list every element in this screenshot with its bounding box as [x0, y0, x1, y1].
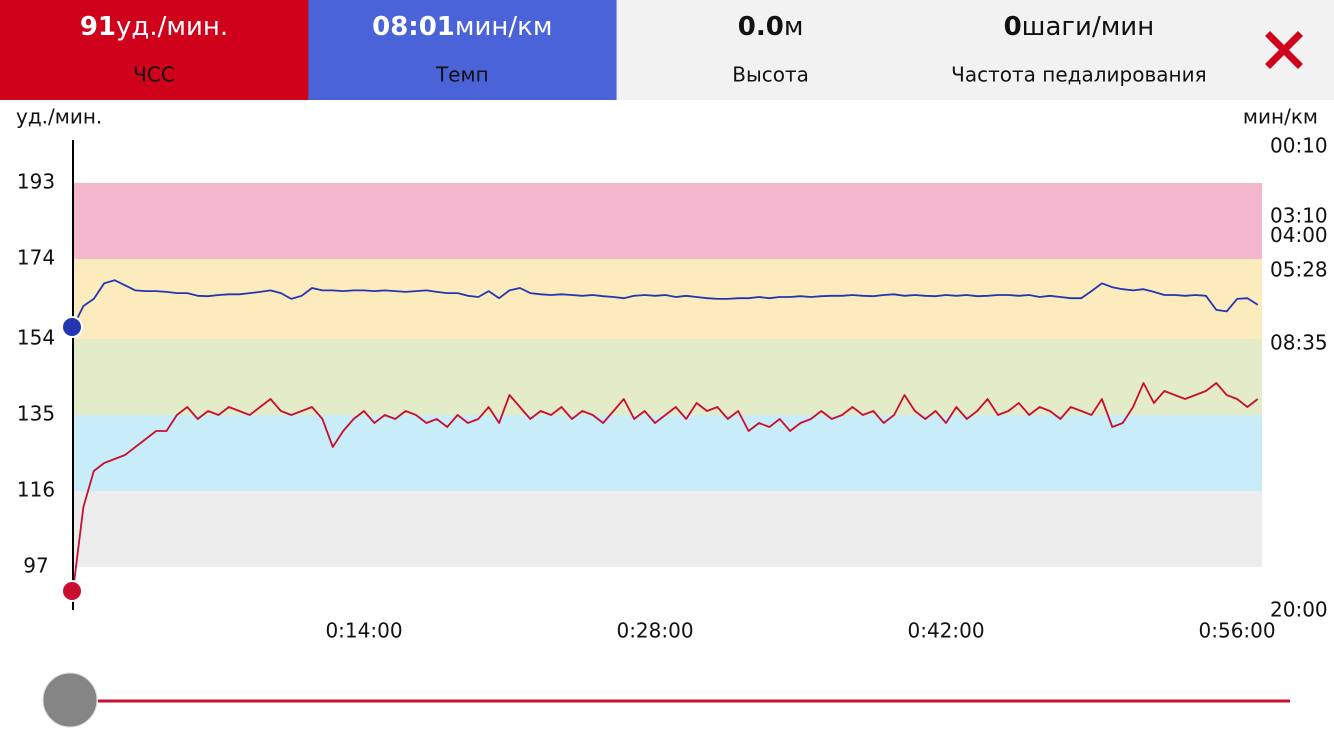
- y2-tick-label: 08:35: [1270, 330, 1328, 354]
- tile-value-number: 91: [80, 12, 116, 42]
- tile-value-number: 0.0: [738, 12, 784, 42]
- y2-tick-label: 00:10: [1270, 133, 1328, 157]
- tile-label: Высота: [732, 63, 809, 87]
- zone-band: [73, 491, 1262, 567]
- tile-value-unit: уд./мин.: [116, 12, 228, 42]
- tile-label: Частота педалирования: [951, 63, 1206, 87]
- x-tick-label: 0:42:00: [907, 619, 984, 643]
- tile-background: [308, 0, 617, 100]
- zone-band: [73, 415, 1262, 491]
- tile-background: [924, 0, 1234, 100]
- time-slider[interactable]: [42, 672, 1290, 728]
- y2-tick-label: 03:10: [1270, 204, 1328, 228]
- series-line: [72, 382, 1259, 592]
- tile-value: 0.0м: [738, 12, 804, 42]
- zone-band: [73, 259, 1262, 339]
- y2-tick-label: 05:28: [1270, 257, 1328, 281]
- x-tick-label: 0:14:00: [325, 619, 402, 643]
- tile-label: Темп: [435, 63, 489, 87]
- series-line: [72, 279, 1259, 328]
- x-tick-label: 0:28:00: [616, 619, 693, 643]
- tile-background: [0, 0, 309, 100]
- y-tick-label: 193: [17, 170, 55, 194]
- y-tick-label: 174: [17, 246, 55, 270]
- header: 91уд./мин. ЧСС 08:01мин/км Темп 0.0м Высота 0ш…: [0, 0, 1234, 100]
- y-axis-title: уд./мин.: [16, 105, 102, 129]
- y2-axis-title: мин/км: [1243, 105, 1318, 129]
- cursor-marker: [61, 580, 83, 602]
- tile-value: 91уд./мин.: [80, 12, 228, 42]
- tile-value-unit: мин/км: [455, 12, 553, 42]
- y2-tick-label: 20:00: [1270, 598, 1328, 622]
- tile-value: 0шаги/мин: [1004, 12, 1155, 42]
- zone-band: [73, 183, 1262, 259]
- zone-band: [73, 339, 1262, 415]
- y2-tick-label: 04:00: [1270, 223, 1328, 247]
- y-tick-label: 135: [17, 402, 55, 426]
- tile-value-number: 0: [1004, 12, 1022, 42]
- tile-value-unit: м: [784, 12, 804, 42]
- tile-background: [616, 0, 926, 100]
- chart: уд./мин. мин/км 97 116 135 154 174 193 00:10 03…: [16, 105, 1328, 643]
- close-button[interactable]: [1265, 31, 1303, 69]
- y-tick-label: 116: [17, 478, 55, 502]
- tile-label: ЧСС: [133, 63, 175, 87]
- x-tick-label: 0:56:00: [1199, 619, 1276, 643]
- tile-value-unit: шаги/мин: [1022, 12, 1155, 42]
- cursor-marker: [61, 316, 83, 339]
- close-icon: [1265, 31, 1303, 69]
- y-tick-label: 154: [17, 326, 55, 350]
- slider-thumb[interactable]: [42, 672, 98, 728]
- tile-value: 08:01мин/км: [372, 12, 552, 42]
- y-tick-label: 97: [23, 554, 48, 578]
- tile-value-number: 08:01: [372, 12, 455, 42]
